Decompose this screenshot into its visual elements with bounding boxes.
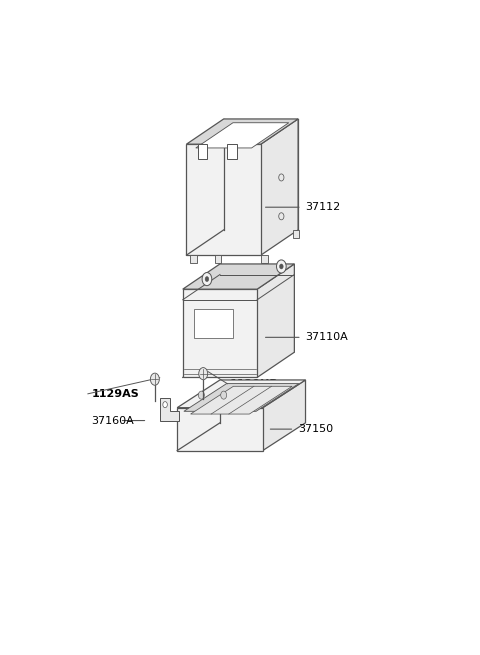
Polygon shape [198,144,207,159]
Circle shape [276,260,286,273]
Text: 1129AS: 1129AS [92,389,139,399]
Polygon shape [183,264,294,289]
Polygon shape [191,386,292,414]
Circle shape [163,402,168,407]
Text: 37112: 37112 [305,202,341,212]
Circle shape [279,264,283,269]
Circle shape [205,276,209,282]
Text: 37110A: 37110A [305,332,348,343]
Polygon shape [160,398,179,421]
Circle shape [198,391,204,399]
Polygon shape [215,255,221,263]
Polygon shape [261,255,267,263]
Polygon shape [186,119,298,144]
Text: 37160A: 37160A [92,415,134,426]
Polygon shape [183,289,257,377]
Circle shape [202,272,212,286]
Polygon shape [186,144,261,255]
Polygon shape [196,122,289,148]
Polygon shape [257,264,294,377]
Text: 37150: 37150 [298,424,333,434]
Circle shape [279,174,284,181]
Polygon shape [263,380,305,451]
Polygon shape [177,407,263,451]
Polygon shape [190,255,197,263]
Polygon shape [194,309,233,338]
Polygon shape [228,144,237,159]
Polygon shape [177,380,305,407]
Text: 1129HB: 1129HB [229,379,278,388]
Circle shape [279,213,284,220]
Polygon shape [293,230,300,238]
Circle shape [221,391,227,399]
Polygon shape [261,119,298,255]
Circle shape [199,367,208,380]
Circle shape [150,373,159,385]
Polygon shape [184,384,299,411]
